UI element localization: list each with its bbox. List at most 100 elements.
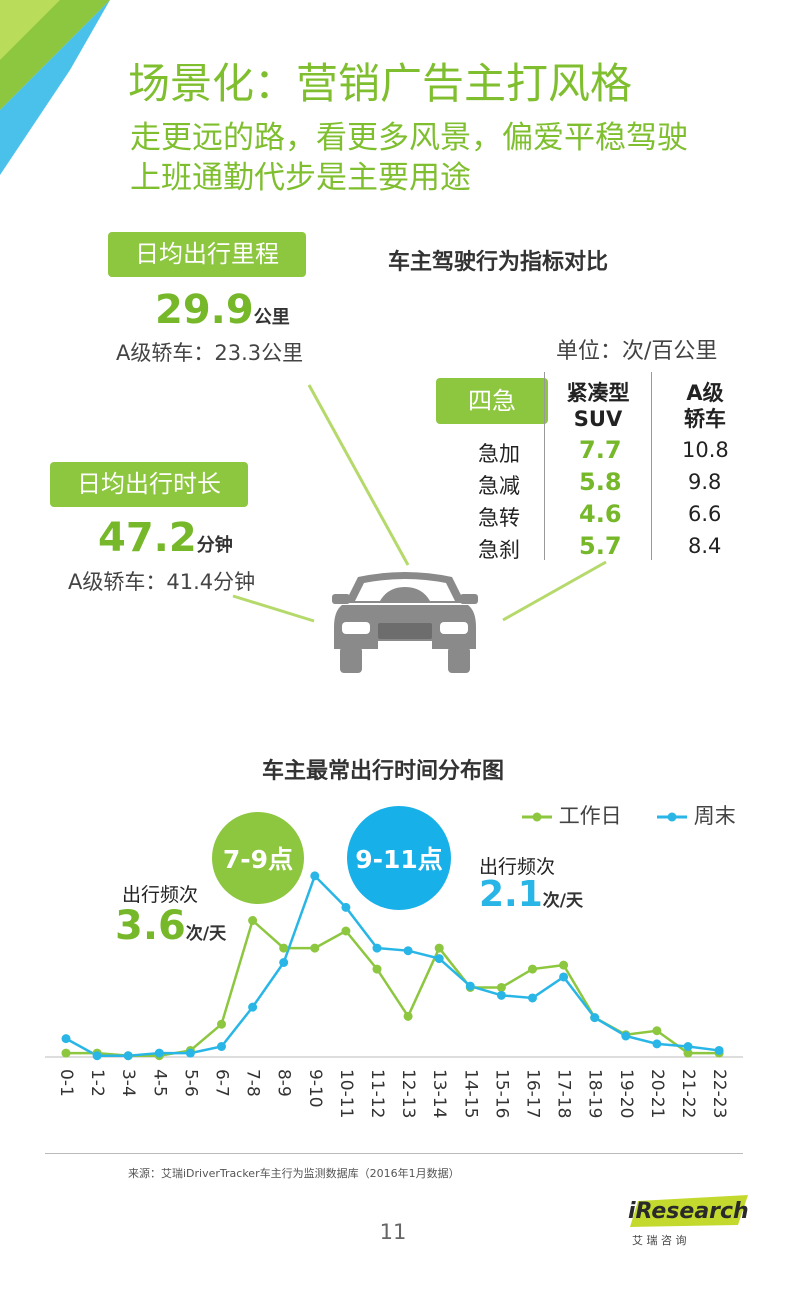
x-tick-label: 15-16 [491, 1069, 511, 1118]
weekday-freq-group: 3.6次/天 [115, 903, 226, 949]
x-tick-label: 3-4 [118, 1069, 138, 1097]
row-suv-value: 4.6 [579, 500, 622, 528]
row-label: 急刹 [478, 538, 520, 562]
legend-weekday-label: 工作日 [558, 804, 622, 828]
connector-lines [232, 384, 607, 623]
x-tick-label: 10-11 [336, 1069, 356, 1118]
data-point-weekday [217, 1019, 226, 1029]
col-header-sedan: A级 轿车 [655, 380, 755, 432]
x-tick-label: 17-18 [554, 1069, 574, 1118]
data-point-weekday [496, 982, 506, 992]
behavior-tag: 四急 [436, 378, 548, 424]
x-tick-label: 22-23 [709, 1069, 729, 1118]
data-point-weekend [185, 1048, 195, 1058]
x-tick-label: 4-5 [149, 1069, 169, 1097]
x-tick-label: 12-13 [398, 1069, 418, 1118]
row-label: 急加 [478, 442, 520, 466]
data-point-weekend [714, 1045, 724, 1055]
mileage-compare: A级轿车：23.3公里 [116, 341, 304, 365]
row-label: 急转 [478, 506, 520, 530]
row-suv-value: 5.7 [579, 532, 622, 560]
logo-swoosh-icon [630, 1195, 748, 1227]
x-tick-label: 11-12 [367, 1069, 387, 1118]
mileage-value: 29.9 [155, 287, 254, 333]
data-point-weekday [528, 964, 537, 974]
row-sedan-value: 9.8 [688, 470, 722, 494]
data-point-weekend [341, 902, 351, 912]
data-point-weekend [92, 1051, 102, 1061]
footer-divider [45, 1153, 743, 1154]
col-header-suv-line1: 紧凑型 [566, 381, 630, 405]
data-point-weekday [341, 926, 351, 936]
legend-weekday-swatch [522, 812, 552, 822]
table-divider-2 [651, 372, 652, 560]
col-header-suv: 紧凑型 SUV [548, 380, 648, 432]
x-tick-label: 21-22 [678, 1069, 698, 1118]
data-point-weekday [248, 916, 258, 925]
x-tick-label: 9-10 [305, 1069, 325, 1108]
row-sedan-value: 8.4 [688, 534, 722, 558]
data-point-weekend [528, 993, 537, 1003]
weekend-freq-unit: 次/天 [542, 891, 583, 911]
page-title: 场景化：营销广告主打风格 [128, 59, 633, 108]
data-point-weekday [683, 1048, 693, 1058]
x-tick-label: 18-19 [585, 1069, 605, 1118]
logo-text: iResearch [628, 1199, 749, 1224]
row-label: 急减 [478, 474, 520, 498]
weekend-peak-bubble: 9-11点 [347, 806, 451, 910]
x-tick-label: 8-9 [274, 1069, 294, 1097]
data-point-weekday [61, 1048, 71, 1058]
duration-tag: 日均出行时长 [50, 462, 248, 507]
duration-value: 47.2 [98, 515, 197, 561]
row-sedan-value: 10.8 [682, 438, 729, 462]
data-point-weekend [559, 972, 569, 982]
data-point-weekend [310, 871, 320, 881]
data-point-weekend [403, 946, 413, 956]
source-note: 来源：艾瑞iDriverTracker车主行为监测数据库（2016年1月数据） [128, 1167, 460, 1180]
x-tick-label: 5-6 [180, 1069, 200, 1097]
data-point-weekend [372, 943, 382, 953]
x-tick-label: 0-1 [56, 1069, 76, 1097]
mileage-unit: 公里 [253, 307, 290, 328]
x-tick-label: 16-17 [523, 1069, 543, 1118]
series-line-weekend [65, 873, 720, 1057]
weekend-freq-label: 出行频次 [479, 856, 556, 878]
weekday-freq-value: 3.6 [115, 903, 186, 949]
corner-decoration [0, 0, 110, 175]
table-divider-1 [544, 372, 545, 560]
weekend-freq-group: 2.1次/天 [479, 874, 583, 915]
data-point-weekend [652, 1039, 662, 1049]
x-tick-label: 20-21 [647, 1069, 667, 1118]
data-point-weekday [372, 964, 382, 974]
duration-value-group: 47.2分钟 [98, 515, 233, 561]
data-point-weekend [621, 1031, 631, 1041]
car-icon [332, 572, 478, 673]
data-point-weekend [465, 981, 475, 991]
data-point-weekday [652, 1026, 662, 1036]
x-tick-label: 13-14 [429, 1069, 449, 1118]
x-tick-label: 1-2 [87, 1069, 107, 1097]
line-chart: 0-1 1-2 3-4 4-5 5-6 6-7 7-8 8-9 9-10 10-11 11-12 12… [45, 871, 743, 1118]
data-point-weekday [559, 960, 569, 970]
data-point-weekday [403, 1011, 413, 1021]
iresearch-logo: iResearch 艾 瑞 咨 询 [620, 1195, 755, 1247]
page-subtitle-line2: 上班通勤代步是主要用途 [130, 160, 471, 196]
logo-subtext: 艾 瑞 咨 询 [632, 1234, 687, 1247]
row-suv-value: 7.7 [579, 436, 622, 464]
data-point-weekend [279, 958, 289, 967]
data-point-weekend [683, 1042, 693, 1051]
data-point-weekend [496, 990, 506, 1000]
data-point-weekday [434, 943, 444, 953]
x-tick-label: 6-7 [212, 1069, 232, 1097]
weekday-freq-unit: 次/天 [185, 924, 227, 944]
data-point-weekend [123, 1051, 133, 1061]
data-point-weekday [279, 943, 289, 953]
series-line-weekday [66, 918, 720, 1057]
behavior-heading: 车主驾驶行为指标对比 [388, 250, 609, 275]
legend-weekend-swatch [657, 812, 688, 822]
weekday-freq-label: 出行频次 [122, 884, 199, 906]
data-point-weekend [61, 1034, 71, 1044]
legend-weekend-label: 周末 [693, 804, 736, 828]
mileage-value-group: 29.9公里 [155, 287, 290, 333]
data-point-weekday [310, 943, 320, 953]
